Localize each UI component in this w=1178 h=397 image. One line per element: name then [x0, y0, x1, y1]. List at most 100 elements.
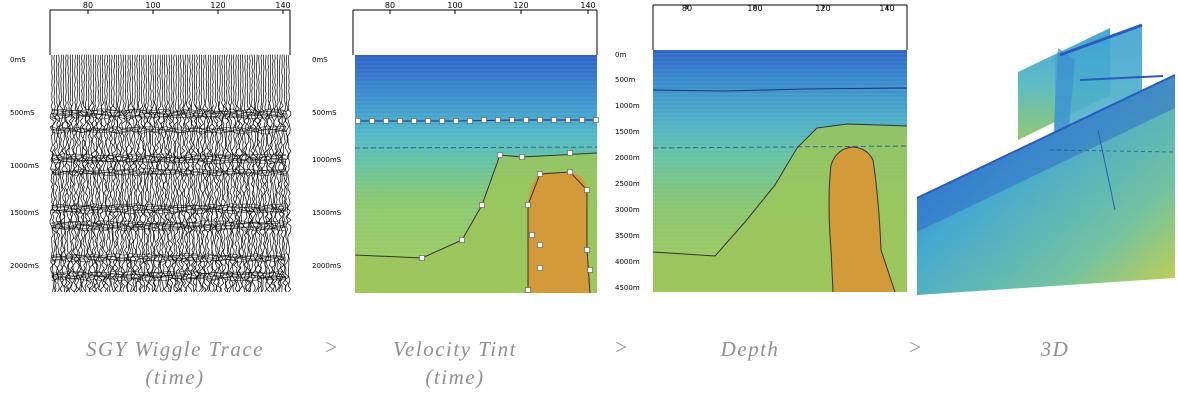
velocity-node[interactable]	[584, 247, 590, 253]
x-tick-label: 80	[83, 1, 93, 10]
wiggle-trace-line	[189, 54, 196, 293]
velocity-node[interactable]	[467, 118, 473, 124]
wiggle-trace-line	[155, 54, 161, 293]
velocity-node[interactable]	[509, 117, 515, 123]
velocity-node[interactable]	[529, 232, 535, 238]
wiggle-trace-line	[79, 54, 85, 293]
depth-plot: 80 100 120 140 0m 500m 1000m 1500m 2000m…	[615, 4, 908, 293]
velocity-node[interactable]	[525, 287, 531, 293]
velocity-node[interactable]	[587, 267, 593, 273]
y-tick-label: 500mS	[312, 109, 337, 117]
velocity-node[interactable]	[551, 117, 557, 123]
caption-3d: 3D	[955, 335, 1155, 363]
velocity-node[interactable]	[525, 202, 531, 208]
wiggle-trace-line	[180, 54, 186, 293]
3d-volume-render	[916, 23, 1176, 295]
wiggle-trace-line	[132, 54, 138, 293]
wiggle-trace-line	[160, 54, 166, 293]
reflector-band	[51, 129, 287, 133]
wiggle-trace-line	[258, 54, 264, 293]
y-tick-label: 2000mS	[10, 262, 40, 270]
caption-line: Depth	[720, 337, 780, 361]
wiggle-trace-line	[281, 54, 287, 293]
wiggle-trace-line	[261, 54, 266, 293]
velocity-node[interactable]	[481, 117, 487, 123]
flow-arrow: >	[613, 335, 629, 359]
velocity-node[interactable]	[439, 118, 445, 124]
depth-panel: 80 100 120 140 0m 500m 1000m 1500m 2000m…	[605, 0, 910, 300]
velocity-node[interactable]	[584, 187, 590, 193]
wiggle-traces	[49, 54, 292, 293]
reflector-band	[51, 259, 287, 263]
reflector-band	[51, 160, 287, 165]
velocity-node[interactable]	[419, 255, 425, 261]
x-tick-label: 140	[275, 1, 290, 10]
wiggle-trace-line	[70, 54, 76, 293]
y-tick-label: 4000m	[615, 258, 640, 266]
reflector-band	[51, 253, 287, 257]
wiggle-trace-line	[67, 54, 73, 293]
velocity-node[interactable]	[495, 117, 501, 123]
wiggle-trace-line	[81, 54, 87, 293]
velocity-node[interactable]	[537, 117, 543, 123]
velocity-node[interactable]	[519, 154, 525, 160]
wiggle-trace-line	[84, 54, 90, 293]
velocity-node[interactable]	[369, 118, 375, 124]
wiggle-trace-line	[187, 54, 193, 293]
y-tick-label: 2000m	[615, 154, 640, 162]
velocity-node[interactable]	[593, 117, 599, 123]
velocity-node[interactable]	[459, 237, 465, 243]
velocity-node[interactable]	[411, 118, 417, 124]
wiggle-trace-line	[65, 54, 71, 293]
caption-line: SGY Wiggle Trace	[85, 337, 264, 361]
velocity-node[interactable]	[565, 117, 571, 123]
reflector-band	[51, 223, 287, 227]
wiggle-trace-line	[162, 54, 168, 293]
velocity-node[interactable]	[425, 118, 431, 124]
x-tick-label: 140	[580, 1, 595, 10]
velocity-node[interactable]	[397, 118, 403, 124]
reflector-band	[51, 274, 287, 279]
velocity-node[interactable]	[537, 242, 543, 248]
reflector-band	[51, 257, 287, 262]
wiggle-trace-line	[178, 54, 184, 293]
reflector-band	[51, 156, 287, 160]
salt-body	[528, 172, 590, 293]
velocity-tint-plot: 80 100 120 140 0mS 500mS 1000mS 1500mS 2…	[312, 1, 599, 294]
velocity-node[interactable]	[383, 118, 389, 124]
wiggle-trace-line	[127, 54, 133, 293]
reflector-band	[51, 172, 287, 177]
caption-line: (time)	[145, 365, 205, 389]
velocity-node[interactable]	[567, 169, 573, 175]
wiggle-trace-panel: 80 100 120 140 0mS 500mS 1000mS 1500mS 2…	[0, 0, 300, 300]
velocity-node[interactable]	[537, 265, 543, 271]
salt-body	[829, 147, 895, 292]
velocity-node[interactable]	[479, 202, 485, 208]
reflector-band	[51, 209, 287, 213]
reflector-band	[51, 112, 287, 117]
caption-depth: Depth	[650, 335, 850, 363]
reflector-band	[51, 256, 287, 260]
velocity-node[interactable]	[523, 117, 529, 123]
velocity-section	[354, 55, 598, 294]
y-tick-label: 3500m	[615, 232, 640, 240]
wiggle-trace-line	[284, 54, 290, 293]
x-tick-label: 100	[447, 1, 462, 10]
wiggle-trace-line	[217, 54, 223, 293]
caption-line: 3D	[1040, 337, 1070, 361]
velocity-node[interactable]	[579, 117, 585, 123]
y-tick-label: 4500m	[615, 284, 640, 292]
wiggle-trace-line	[237, 54, 243, 293]
velocity-control-points[interactable]	[355, 117, 599, 293]
reflector-band	[51, 206, 287, 210]
velocity-node[interactable]	[497, 152, 503, 158]
y-tick-label: 500mS	[10, 109, 35, 117]
velocity-node[interactable]	[453, 118, 459, 124]
wiggle-trace-line	[279, 54, 285, 292]
velocity-node[interactable]	[567, 150, 573, 156]
reflector-band	[51, 154, 287, 159]
wiggle-trace-line	[116, 54, 122, 293]
reflector-band	[51, 153, 287, 157]
velocity-node[interactable]	[537, 171, 543, 177]
velocity-node[interactable]	[355, 118, 361, 124]
